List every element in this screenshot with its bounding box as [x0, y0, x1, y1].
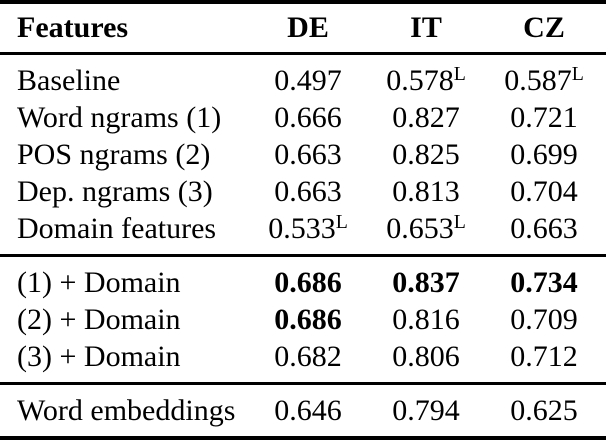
value-cell: 0.827	[370, 99, 482, 136]
feature-cell: (2) + Domain	[17, 302, 181, 336]
value-cell: 0.704	[482, 173, 606, 210]
value-cell: 0.837	[370, 256, 482, 302]
header-row: Features DE IT CZ	[0, 2, 606, 54]
value: 0.813	[392, 174, 460, 208]
value: 0.686	[274, 265, 342, 299]
feature-cell: Baseline	[17, 63, 121, 97]
value: 0.653	[386, 211, 454, 245]
feature-cell: (3) + Domain	[17, 339, 181, 373]
superscript-marker: L	[453, 210, 466, 233]
table-row: POS ngrams (2) 0.663 0.825 0.699	[0, 136, 606, 173]
value: 0.663	[274, 137, 342, 171]
value: 0.666	[274, 100, 342, 134]
value-cell: 0.686	[246, 301, 370, 338]
value: 0.663	[274, 174, 342, 208]
table-row: (2) + Domain 0.686 0.816 0.709	[0, 301, 606, 338]
section-domain-combinations: (1) + Domain 0.686 0.837 0.734 (2) + Dom…	[0, 255, 606, 384]
value: 0.704	[510, 174, 578, 208]
value: 0.682	[274, 339, 342, 373]
table-header: Features DE IT CZ	[0, 2, 606, 54]
table-row: (3) + Domain 0.682 0.806 0.712	[0, 338, 606, 384]
feature-cell: Domain features	[17, 211, 217, 245]
value-cell: 0.663	[246, 136, 370, 173]
table-row: Word ngrams (1) 0.666 0.827 0.721	[0, 99, 606, 136]
value-cell: 0.794	[370, 384, 482, 439]
value: 0.497	[274, 63, 342, 97]
value-cell: 0.825	[370, 136, 482, 173]
table-row: Word embeddings 0.646 0.794 0.625	[0, 384, 606, 439]
value: 0.734	[510, 265, 578, 299]
value: 0.816	[392, 302, 460, 336]
value: 0.699	[510, 137, 578, 171]
feature-cell: Word embeddings	[17, 393, 236, 427]
feature-cell: (1) + Domain	[17, 265, 181, 299]
value: 0.825	[392, 137, 460, 171]
value: 0.794	[392, 393, 460, 427]
column-header-it: IT	[410, 11, 442, 44]
value: 0.712	[510, 339, 578, 373]
value-cell: 0.625	[482, 384, 606, 439]
value: 0.721	[510, 100, 578, 134]
value: 0.578	[386, 63, 454, 97]
table-row: Domain features 0.533L 0.653L 0.663	[0, 210, 606, 256]
value-cell: 0.709	[482, 301, 606, 338]
value: 0.646	[274, 393, 342, 427]
value: 0.587	[504, 63, 572, 97]
column-header-cz: CZ	[523, 11, 565, 44]
value-cell: 0.816	[370, 301, 482, 338]
value-cell: 0.578L	[370, 54, 482, 100]
value: 0.663	[510, 211, 578, 245]
value-cell: 0.533L	[246, 210, 370, 256]
value-cell: 0.734	[482, 256, 606, 302]
feature-cell: Word ngrams (1)	[17, 100, 222, 134]
section-word-embeddings: Word embeddings 0.646 0.794 0.625	[0, 383, 606, 439]
value: 0.625	[510, 393, 578, 427]
value: 0.686	[274, 302, 342, 336]
value-cell: 0.813	[370, 173, 482, 210]
value-cell: 0.699	[482, 136, 606, 173]
column-header-de: DE	[287, 11, 329, 44]
value-cell: 0.663	[482, 210, 606, 256]
value-cell: 0.712	[482, 338, 606, 384]
value: 0.837	[392, 265, 460, 299]
value-cell: 0.587L	[482, 54, 606, 100]
section-single-features: Baseline 0.497 0.578L 0.587L Word ngrams…	[0, 54, 606, 256]
value-cell: 0.653L	[370, 210, 482, 256]
table-row: (1) + Domain 0.686 0.837 0.734	[0, 256, 606, 302]
value-cell: 0.646	[246, 384, 370, 439]
value-cell: 0.497	[246, 54, 370, 100]
table-row: Baseline 0.497 0.578L 0.587L	[0, 54, 606, 100]
value: 0.533	[268, 211, 336, 245]
value: 0.709	[510, 302, 578, 336]
table-row: Dep. ngrams (3) 0.663 0.813 0.704	[0, 173, 606, 210]
superscript-marker: L	[571, 62, 584, 85]
superscript-marker: L	[453, 62, 466, 85]
value: 0.827	[392, 100, 460, 134]
value-cell: 0.806	[370, 338, 482, 384]
value: 0.806	[392, 339, 460, 373]
value-cell: 0.663	[246, 173, 370, 210]
value-cell: 0.686	[246, 256, 370, 302]
feature-cell: POS ngrams (2)	[17, 137, 211, 171]
value-cell: 0.682	[246, 338, 370, 384]
value-cell: 0.666	[246, 99, 370, 136]
superscript-marker: L	[335, 210, 348, 233]
value-cell: 0.721	[482, 99, 606, 136]
column-header-features: Features	[17, 11, 129, 44]
feature-cell: Dep. ngrams (3)	[17, 174, 213, 208]
